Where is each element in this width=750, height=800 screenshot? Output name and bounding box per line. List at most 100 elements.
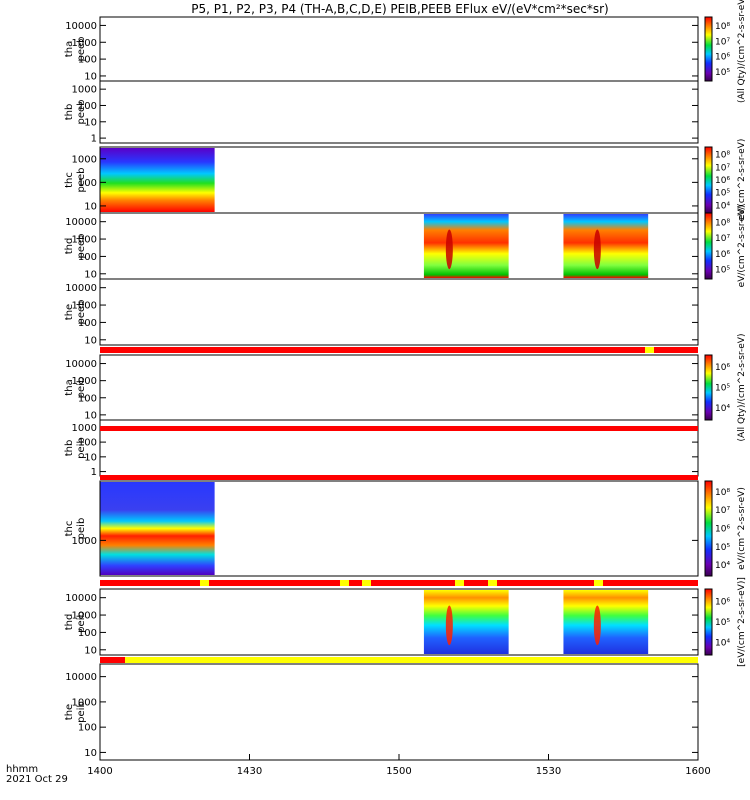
x-tick-label: 1400 [87, 766, 112, 777]
y-tick-label: 1000 [72, 154, 97, 165]
y-tick-label: 10000 [65, 672, 97, 683]
panel-probe-label: thd [64, 614, 75, 631]
colorbar-tick-label: 10⁸ [715, 22, 730, 32]
flux-enhancement [593, 605, 601, 646]
panel-probe-label: thd [64, 238, 75, 255]
panel-probe-label: the [64, 304, 75, 320]
panel-frame [99, 278, 699, 346]
colorbar-tick-label: 10⁸ [715, 488, 730, 498]
colorbar-gradient [704, 354, 713, 421]
y-tick-label: 10 [84, 117, 97, 128]
panel-thc-peeb: 10 100 1000 thc peeb [64, 146, 699, 214]
panel-the-peeb: 10 100 1000 10000 the peeb [64, 278, 699, 346]
spectrogram-block [563, 214, 649, 278]
y-tick-label: 10000 [65, 217, 97, 228]
y-tick-label: 10 [84, 71, 97, 82]
colorbar-label: [eV/(cm^2-s-sr-eV)] [737, 577, 747, 667]
colorbar: 10⁴ 10⁵ 10⁶ 10⁷ 10⁸ eV/(cm^2-s-sr-eV) [704, 480, 747, 577]
y-tick-label: 1000 [72, 423, 97, 434]
spectrogram-block [100, 482, 215, 575]
y-tick-label: 10 [84, 201, 97, 212]
colorbar-tick-label: 10⁶ [715, 597, 730, 607]
panel-product-label: peeb [76, 100, 87, 125]
colorbar: 10⁴ 10⁵ 10⁶ [eV/(cm^2-s-sr-eV)] [704, 577, 747, 667]
x-tick-label: 1430 [237, 766, 262, 777]
colorbar-tick-label: 10⁶ [715, 53, 730, 63]
panel-tha-peib: 10 100 1000 10000 tha peib [64, 354, 699, 421]
y-tick-label: 1 [91, 467, 97, 478]
y-tick-label: 100 [78, 723, 97, 734]
panel-probe-label: tha [64, 379, 75, 395]
colorbar-label: (All Qty)/(cm^2-s-sr-eV) [737, 334, 747, 442]
colorbar: 10⁵ 10⁶ 10⁷ 10⁸ (All Qty)/(cm^2-s-sr-eV) [704, 0, 747, 103]
flag-bar-segment [200, 580, 209, 586]
panel-frame [99, 480, 699, 577]
panel-product-label: peeb [76, 234, 87, 259]
colorbar-tick-label: 10⁵ [715, 266, 730, 276]
panel-probe-label: thc [64, 521, 75, 537]
colorbar-gradient [704, 146, 713, 214]
panel-frame [99, 663, 699, 761]
colorbar-tick-label: 10⁷ [715, 234, 730, 244]
colorbar-tick-label: 10⁵ [715, 618, 730, 628]
panel-product-label: peeb [76, 37, 87, 62]
flux-enhancement [593, 229, 601, 270]
y-tick-label: 10 [84, 452, 97, 463]
flag-bar [100, 426, 698, 431]
y-tick-label: 100 [78, 628, 97, 639]
colorbar-tick-label: 10⁴ [715, 561, 730, 571]
y-tick-label: 100 [78, 101, 97, 112]
spectrogram-block [423, 590, 509, 654]
flag-bar [100, 347, 698, 353]
flux-enhancement [445, 229, 453, 270]
panel-tha-peeb: 10 100 1000 10000 tha peeb [64, 16, 699, 82]
colorbar-tick-label: 10⁷ [715, 163, 730, 173]
panel-thd-peib: 10 100 1000 10000 thd peib [64, 588, 699, 656]
panel-probe-label: thc [64, 172, 75, 188]
panel-probe-label: thb [64, 104, 75, 121]
spectrogram-block [100, 148, 215, 212]
flag-bar-segment [455, 580, 464, 586]
colorbar-tick-label: 10⁴ [715, 201, 730, 211]
colorbar-tick-label: 10⁷ [715, 506, 730, 516]
panel-product-label: peib [76, 701, 87, 723]
panel-product-label: peeb [76, 168, 87, 193]
colorbar-tick-label: 10⁵ [715, 543, 730, 553]
colorbar-label: eV/(cm^2-s-sr-eV) [737, 205, 747, 288]
y-tick-label: 10 [84, 645, 97, 656]
colorbar: 10⁴ 10⁵ 10⁶ (All Qty)/(cm^2-s-sr-eV) [704, 334, 747, 442]
panel-the-peib: 10 100 1000 10000 the peib [64, 663, 699, 761]
x-tick-label: 1600 [685, 766, 710, 777]
y-tick-label: 100 [78, 393, 97, 404]
panel-probe-label: tha [64, 41, 75, 57]
colorbar-tick-label: 10⁶ [715, 176, 730, 186]
y-tick-label: 10000 [65, 359, 97, 370]
y-tick-label: 1000 [72, 697, 97, 708]
spectrogram-block [423, 214, 509, 278]
figure-title: P5, P1, P2, P3, P4 (TH-A,B,C,D,E) PEIB,P… [191, 2, 608, 16]
y-tick-label: 10000 [65, 593, 97, 604]
colorbar-tick-label: 10⁷ [715, 37, 730, 47]
panel-product-label: peib [76, 377, 87, 399]
flag-bar-segment [362, 580, 371, 586]
flag-bar-segment [645, 347, 654, 353]
y-tick-label: 1000 [72, 301, 97, 312]
x-tick-label: 1530 [536, 766, 561, 777]
x-tick-label: 1500 [386, 766, 411, 777]
flag-bar [100, 580, 698, 586]
spectrogram-block [563, 590, 649, 654]
panel-product-label: peeb [76, 300, 87, 325]
colorbar-gradient [704, 588, 713, 656]
y-tick-label: 10 [84, 335, 97, 346]
flag-bar-segment [594, 580, 603, 586]
panel-probe-label: the [64, 704, 75, 720]
panel-thd-peeb: 10 100 1000 10000 thd peeb [64, 212, 699, 280]
y-tick-label: 100 [78, 55, 97, 66]
panel-frame [99, 16, 699, 82]
colorbar-tick-label: 10⁶ [715, 250, 730, 260]
flag-bar-segment [340, 580, 349, 586]
y-tick-label: 100 [78, 318, 97, 329]
x-label-date: 2021 Oct 29 [6, 774, 68, 785]
flux-enhancement [445, 605, 453, 646]
panel-probe-label: thb [64, 440, 75, 457]
